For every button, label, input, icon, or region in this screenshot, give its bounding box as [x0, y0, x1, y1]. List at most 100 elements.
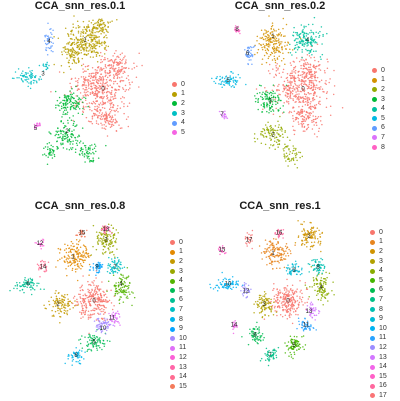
legend-label: 10 [179, 334, 187, 342]
legend-swatch [372, 145, 377, 151]
legend-item-6: 6 [370, 286, 387, 296]
scatter-plot: 0 1 2 3 4 5 6 7 8 [211, 15, 344, 169]
cluster-4-points [289, 16, 328, 61]
legend-swatch [170, 355, 175, 361]
legend-item-1: 1 [372, 76, 385, 86]
legend-item-8: 8 [372, 143, 385, 153]
legend-swatch [370, 259, 375, 265]
legend-item-7: 7 [372, 133, 385, 143]
legend-swatch [170, 269, 175, 275]
legend-swatch [170, 278, 175, 284]
legend-swatch [172, 91, 177, 97]
cluster-8-points [64, 347, 86, 366]
cluster-label-12: 12 [243, 288, 250, 294]
legend-item-7: 7 [370, 295, 387, 305]
cluster-16-points [274, 228, 285, 239]
legend-label: 5 [381, 114, 385, 122]
legend-swatch [370, 268, 375, 274]
legend-swatch [170, 374, 175, 380]
cluster-7-points [106, 256, 126, 275]
legend-item-1: 1 [370, 238, 387, 248]
legend-item-0: 0 [172, 80, 185, 90]
cluster-5-points [78, 328, 111, 352]
legend-item-13: 13 [370, 353, 387, 363]
legend-item-17: 17 [370, 391, 387, 401]
legend-label: 4 [179, 277, 183, 285]
legend-item-14: 14 [370, 362, 387, 372]
cluster-label-7: 7 [220, 112, 224, 118]
legend-item-1: 1 [170, 248, 187, 258]
legend-swatch [370, 326, 375, 332]
cluster-5-points [284, 335, 307, 360]
umap-panel-res-0-8: CCA_snn_res.0.8 0 1 2 3 4 5 6 7 8 9 10 11 12 13 14 15 0… [0, 200, 200, 400]
legend-item-11: 11 [370, 334, 387, 344]
cluster-17-points [244, 229, 254, 250]
legend-label: 7 [379, 295, 383, 303]
legend-label: 4 [181, 119, 185, 127]
panel-title: CCA_snn_res.1 [239, 200, 321, 212]
cluster-label-2: 2 [307, 234, 311, 240]
legend-label: 0 [381, 66, 385, 74]
cluster-12-points [34, 238, 45, 250]
cluster-3-points [11, 61, 50, 90]
legend-item-6: 6 [170, 296, 187, 306]
legend-swatch [370, 230, 375, 236]
cluster-label-13: 13 [103, 227, 110, 233]
cluster-label-0: 0 [301, 87, 305, 93]
legend-item-4: 4 [370, 266, 387, 276]
legend-swatch [370, 364, 375, 370]
legend-item-5: 5 [370, 276, 387, 286]
cluster-label-8: 8 [235, 27, 239, 33]
cluster-label-17: 17 [246, 237, 253, 243]
legend-label: 0 [181, 80, 185, 88]
legend-item-0: 0 [372, 66, 385, 76]
legend-swatch [372, 77, 377, 83]
cluster-label-5: 5 [92, 339, 96, 345]
legend-swatch [170, 336, 175, 342]
legend-label: 6 [379, 286, 383, 294]
cluster-6-points [244, 45, 256, 66]
cluster-label-1: 1 [271, 34, 275, 40]
legend-swatch [370, 393, 375, 399]
legend-label: 1 [381, 76, 385, 84]
cluster-2-points [294, 220, 324, 253]
legend-label: 3 [179, 267, 183, 275]
legend-item-0: 0 [370, 228, 387, 238]
cluster-4-points [43, 22, 54, 56]
legend-swatch [372, 125, 377, 131]
cluster-13-points [305, 301, 321, 321]
legend-item-9: 9 [370, 314, 387, 324]
legend-label: 11 [379, 334, 387, 342]
legend-item-5: 5 [172, 128, 185, 138]
legend-item-15: 15 [170, 382, 187, 392]
cluster-15-points [75, 229, 88, 238]
cluster-5-points [33, 122, 41, 130]
legend-label: 4 [381, 105, 385, 113]
legend-swatch [172, 130, 177, 136]
legend-item-2: 2 [372, 85, 385, 95]
legend-item-15: 15 [370, 372, 387, 382]
legend-item-10: 10 [170, 334, 187, 344]
legend-item-2: 2 [172, 99, 185, 109]
legend-label: 1 [181, 90, 185, 98]
legend-label: 0 [379, 228, 383, 236]
cluster-label-0: 0 [286, 299, 290, 305]
cluster-label-3: 3 [268, 99, 272, 105]
legend-swatch [370, 307, 375, 313]
legend-swatch [372, 97, 377, 103]
legend-label: 7 [381, 133, 385, 141]
legend-label: 5 [181, 128, 185, 136]
legend-swatch [370, 278, 375, 284]
legend-swatch [370, 355, 375, 361]
legend-item-3: 3 [172, 109, 185, 119]
legend-swatch [170, 240, 175, 246]
cluster-label-2: 2 [65, 129, 69, 135]
legend-swatch [372, 135, 377, 141]
legend-label: 3 [381, 95, 385, 103]
cluster-label-0: 0 [101, 87, 105, 93]
cluster-5-points [211, 70, 247, 89]
cluster-11-points [108, 310, 121, 327]
